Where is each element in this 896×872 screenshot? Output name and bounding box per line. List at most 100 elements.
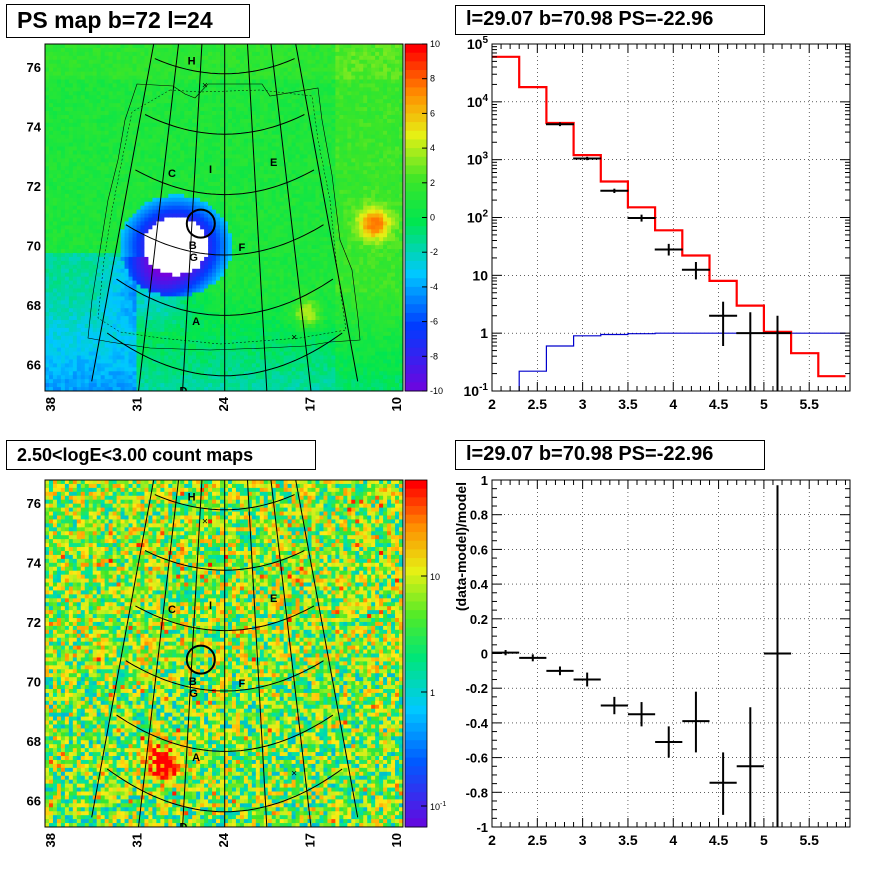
ps-map-pixel bbox=[76, 320, 82, 325]
ps-map-pixel bbox=[140, 339, 145, 345]
ps-map-pixel bbox=[227, 383, 233, 388]
ps-map-pixel bbox=[251, 126, 257, 132]
ps-map-pixel bbox=[64, 343, 70, 349]
ps-map-pixel bbox=[120, 47, 125, 53]
ps-map-pixel bbox=[136, 170, 141, 175]
ps-map-pixel bbox=[235, 249, 241, 254]
ps-map-pixel bbox=[120, 217, 125, 222]
ps-map-pixel bbox=[220, 99, 225, 104]
ps-map-pixel bbox=[72, 256, 78, 262]
ps-map-pixel bbox=[239, 71, 245, 76]
ps-map-pixel bbox=[180, 233, 185, 238]
ps-map-pixel bbox=[220, 280, 225, 285]
ps-map-pixel bbox=[148, 379, 153, 384]
ps-map-pixel bbox=[192, 264, 197, 270]
ps-map-pixel bbox=[267, 225, 273, 230]
ps-map-pixel bbox=[227, 59, 233, 65]
ps-map-pixel bbox=[168, 320, 173, 325]
ps-map-pixel bbox=[208, 355, 213, 360]
ps-map-pixel bbox=[124, 87, 129, 92]
ps-map-pixel bbox=[116, 264, 121, 270]
ps-map-pixel bbox=[164, 79, 169, 84]
ps-map-pixel bbox=[84, 363, 90, 368]
ps-map-pixel bbox=[168, 201, 173, 207]
ps-map-pixel bbox=[267, 162, 273, 167]
ps-map-pixel bbox=[112, 241, 117, 246]
ps-map-pixel bbox=[216, 205, 221, 211]
ps-map-pixel bbox=[140, 134, 145, 140]
ps-map-pixel bbox=[200, 122, 205, 128]
ps-map-pixel bbox=[196, 367, 201, 372]
ps-map-pixel bbox=[136, 209, 141, 214]
ps-map-pixel bbox=[168, 103, 173, 108]
ps-map-pixel bbox=[227, 229, 233, 234]
ps-map-pixel bbox=[172, 256, 177, 262]
ps-map-pixel bbox=[243, 268, 249, 274]
ps-map-pixel bbox=[208, 166, 213, 171]
ps-map-pixel bbox=[124, 59, 129, 65]
ps-map-pixel bbox=[259, 260, 265, 266]
ps-map-pixel bbox=[200, 166, 205, 171]
ps-map-pixel bbox=[128, 323, 133, 329]
ps-map-pixel bbox=[100, 79, 106, 84]
ps-map-pixel bbox=[263, 44, 269, 49]
ps-map-pixel bbox=[60, 193, 66, 199]
ps-map-pixel bbox=[156, 158, 161, 163]
ps-map-pixel bbox=[120, 363, 125, 368]
ps-map-pixel bbox=[164, 114, 169, 120]
ps-map-pixel bbox=[112, 182, 117, 187]
ps-map-pixel bbox=[192, 296, 197, 301]
ps-map-pixel bbox=[224, 264, 229, 270]
ps-map-pixel bbox=[196, 260, 201, 266]
ps-map-pixel bbox=[152, 154, 157, 159]
ps-map-pixel bbox=[180, 87, 185, 92]
ps-map-pixel bbox=[184, 339, 189, 345]
ps-map-pixel bbox=[239, 276, 245, 281]
ps-map-pixel bbox=[231, 284, 237, 289]
ps-map-pixel bbox=[152, 339, 157, 345]
ps-map-pixel bbox=[216, 83, 221, 88]
ps-map-pixel bbox=[152, 91, 157, 96]
ps-map-pixel bbox=[180, 300, 185, 305]
ps-map-pixel bbox=[76, 170, 82, 175]
ps-map-pixel bbox=[247, 205, 253, 211]
ps-map-pixel bbox=[235, 217, 241, 222]
ps-map-pixel bbox=[56, 59, 62, 65]
ps-map-pixel bbox=[172, 264, 177, 270]
ps-map-pixel bbox=[116, 363, 121, 368]
ps-map-pixel bbox=[116, 304, 121, 309]
ps-map-pixel bbox=[45, 339, 50, 345]
ps-map-pixel bbox=[255, 343, 261, 349]
ps-map-pixel bbox=[180, 268, 185, 274]
ps-map-pixel bbox=[120, 95, 125, 100]
ps-map-pixel bbox=[208, 154, 213, 159]
ps-map-pixel bbox=[76, 130, 82, 136]
ps-map-pixel bbox=[45, 288, 50, 293]
ps-map-pixel bbox=[172, 292, 177, 297]
ps-map-pixel bbox=[124, 272, 129, 278]
ps-map-pixel bbox=[200, 107, 205, 112]
ps-map-pixel bbox=[220, 335, 225, 341]
ps-map-pixel bbox=[152, 367, 157, 372]
ps-map-pixel bbox=[116, 59, 121, 65]
ps-map-pixel bbox=[60, 44, 66, 49]
ps-map-pixel bbox=[80, 339, 86, 345]
ps-map-pixel bbox=[208, 272, 213, 278]
ps-map-pixel bbox=[88, 122, 94, 128]
ps-map-pixel bbox=[132, 193, 137, 199]
ps-map-pixel bbox=[84, 178, 90, 183]
ps-map-pixel bbox=[80, 300, 86, 305]
ps-map-pixel bbox=[100, 150, 106, 155]
ps-map-pixel bbox=[52, 146, 58, 151]
ps-map-pixel bbox=[184, 134, 189, 140]
ps-map-pixel bbox=[196, 296, 201, 301]
ps-map-pixel bbox=[263, 292, 269, 297]
ps-map-pixel bbox=[160, 189, 165, 195]
ps-map-pixel bbox=[60, 308, 66, 313]
ps-map-pixel bbox=[120, 351, 125, 356]
ps-map-pixel bbox=[108, 59, 114, 65]
ps-map-pixel bbox=[267, 166, 273, 171]
ps-map-pixel bbox=[80, 308, 86, 313]
ps-map-pixel bbox=[132, 103, 137, 108]
ps-map-pixel bbox=[60, 347, 66, 352]
